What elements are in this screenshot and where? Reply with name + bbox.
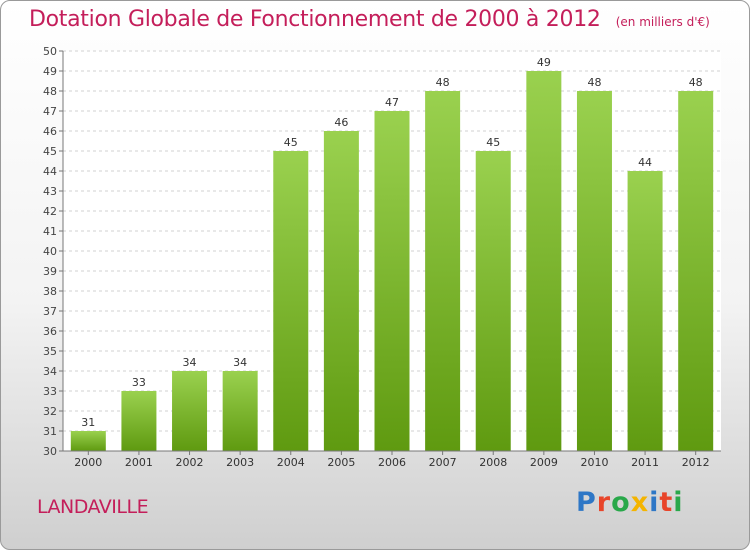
y-tick-label: 36	[43, 325, 57, 338]
x-tick-label: 2001	[125, 456, 153, 469]
data-label: 48	[436, 76, 450, 89]
bar	[526, 71, 562, 451]
y-tick-label: 42	[43, 205, 57, 218]
title-row: Dotation Globale de Fonctionnement de 20…	[29, 7, 710, 32]
y-tick-label: 33	[43, 385, 57, 398]
data-label: 46	[334, 116, 348, 129]
bar	[273, 151, 309, 451]
y-tick-label: 46	[43, 125, 57, 138]
chart-subtitle: (en milliers d'€)	[615, 15, 710, 29]
x-tick-label: 2003	[226, 456, 254, 469]
data-label: 34	[183, 356, 197, 369]
x-tick-label: 2006	[378, 456, 406, 469]
bar	[475, 151, 511, 451]
x-tick-label: 2008	[479, 456, 507, 469]
x-tick-label: 2005	[327, 456, 355, 469]
location-label: LANDAVILLE	[37, 496, 149, 518]
y-tick-label: 44	[43, 165, 57, 178]
data-label: 34	[233, 356, 247, 369]
y-tick-label: 31	[43, 425, 57, 438]
bar	[425, 91, 461, 451]
x-tick-label: 2012	[682, 456, 710, 469]
y-tick-label: 49	[43, 65, 57, 78]
logo-letter: i	[673, 487, 684, 518]
y-tick-label: 38	[43, 285, 57, 298]
y-tick-label: 43	[43, 185, 57, 198]
y-tick-label: 41	[43, 225, 57, 238]
y-tick-label: 39	[43, 265, 57, 278]
y-tick-label: 37	[43, 305, 57, 318]
y-tick-label: 50	[43, 45, 57, 58]
bar	[121, 391, 157, 451]
bar	[374, 111, 410, 451]
data-label: 49	[537, 56, 551, 69]
chart-title: Dotation Globale de Fonctionnement de 20…	[29, 7, 601, 32]
y-tick-label: 32	[43, 405, 57, 418]
bar	[576, 91, 612, 451]
logo-letter: r	[596, 487, 612, 518]
bar	[70, 431, 106, 451]
bar	[172, 371, 208, 451]
x-tick-label: 2011	[631, 456, 659, 469]
data-label: 47	[385, 96, 399, 109]
logo-letter: x	[630, 487, 650, 518]
bar	[323, 131, 359, 451]
x-tick-label: 2000	[74, 456, 102, 469]
x-tick-label: 2009	[530, 456, 558, 469]
logo-letter: t	[659, 487, 674, 518]
bar	[678, 91, 714, 451]
data-label: 33	[132, 376, 146, 389]
y-tick-label: 34	[43, 365, 57, 378]
logo-letter: i	[649, 487, 660, 518]
data-label: 48	[587, 76, 601, 89]
logo-letter: P	[576, 487, 597, 518]
y-tick-label: 40	[43, 245, 57, 258]
data-label: 31	[81, 416, 95, 429]
data-label: 48	[689, 76, 703, 89]
bar	[222, 371, 258, 451]
y-tick-label: 45	[43, 145, 57, 158]
y-tick-label: 30	[43, 445, 57, 458]
x-tick-label: 2004	[277, 456, 305, 469]
y-tick-label: 48	[43, 85, 57, 98]
y-tick-label: 35	[43, 345, 57, 358]
bar	[627, 171, 663, 451]
x-tick-label: 2007	[429, 456, 457, 469]
proxiti-logo[interactable]: Proxiti	[576, 487, 684, 518]
x-tick-label: 2010	[580, 456, 608, 469]
y-tick-label: 47	[43, 105, 57, 118]
data-label: 45	[284, 136, 298, 149]
data-label: 44	[638, 156, 652, 169]
x-tick-label: 2002	[176, 456, 204, 469]
data-label: 45	[486, 136, 500, 149]
logo-letter: o	[611, 487, 631, 518]
